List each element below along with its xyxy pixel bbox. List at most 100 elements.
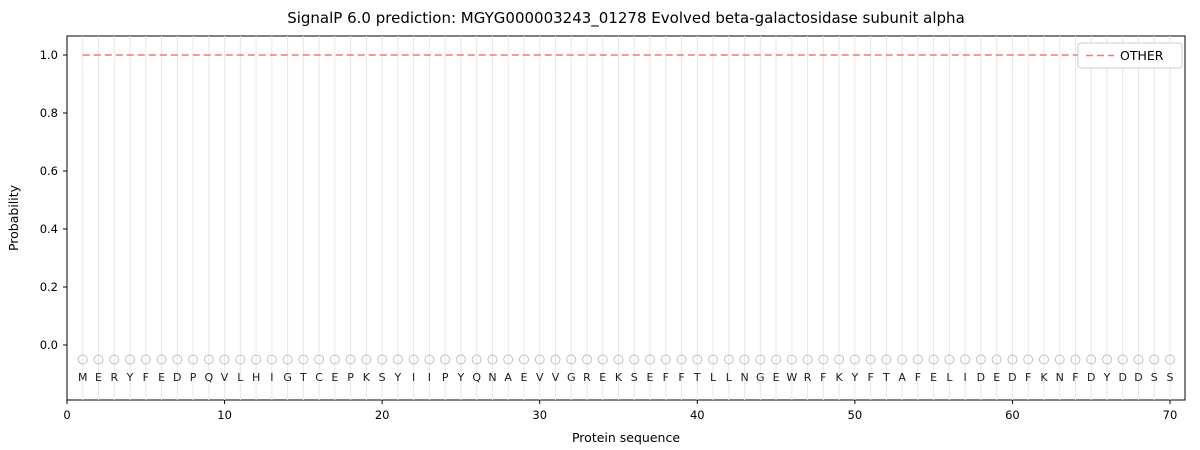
residue-marker [1133, 354, 1144, 365]
residue-marker [581, 354, 592, 365]
residue-marker [345, 354, 356, 365]
residue-marker [361, 354, 372, 365]
residue-marker [1007, 354, 1018, 365]
residue-marker [975, 354, 986, 365]
y-tick-label: 0.0 [40, 338, 58, 352]
residue-letter: S [1151, 371, 1158, 384]
residue-marker [818, 354, 829, 365]
residue-letter: Y [394, 371, 402, 384]
residue-letter: E [520, 371, 527, 384]
residue-marker [219, 354, 230, 365]
residue-letter: D [1118, 371, 1126, 384]
residue-marker [534, 354, 545, 365]
residue-letter: M [78, 371, 88, 384]
residue-letter: D [1008, 371, 1016, 384]
residue-marker [676, 354, 687, 365]
residue-marker [329, 354, 340, 365]
residue-letter: C [315, 371, 323, 384]
residue-letter: A [504, 371, 512, 384]
residue-markers-group [77, 354, 1175, 365]
residue-marker [77, 354, 88, 365]
x-tick-label: 40 [690, 408, 705, 422]
residue-letter: L [237, 371, 244, 384]
residue-marker [897, 354, 908, 365]
residue-letter: F [915, 371, 921, 384]
residue-marker [629, 354, 640, 365]
residue-letter: Q [204, 371, 213, 384]
residue-letter: R [583, 371, 591, 384]
residue-letter: G [283, 371, 292, 384]
residue-letter: K [615, 371, 623, 384]
residue-letter: I [964, 371, 967, 384]
residue-marker [314, 354, 325, 365]
residue-letter: F [1025, 371, 1031, 384]
y-tick-label: 1.0 [40, 48, 58, 62]
legend-box [1077, 42, 1183, 69]
residue-marker [802, 354, 813, 365]
chart-title: SignalP 6.0 prediction: MGYG000003243_01… [287, 9, 965, 28]
residue-letter: E [158, 371, 165, 384]
residue-letter: T [299, 371, 307, 384]
residue-letter: Y [1103, 371, 1111, 384]
residue-letter: W [786, 371, 797, 384]
residue-marker [503, 354, 514, 365]
residue-letter: I [270, 371, 273, 384]
residue-marker [708, 354, 719, 365]
legend: OTHER [1077, 42, 1183, 69]
residue-marker [739, 354, 750, 365]
residue-letter: G [567, 371, 576, 384]
gridlines-group [82, 36, 1171, 400]
residue-marker [235, 354, 246, 365]
y-axis-label: Probability [6, 184, 21, 251]
residue-marker [125, 354, 136, 365]
residue-marker [518, 354, 529, 365]
residue-marker [881, 354, 892, 365]
residue-marker [298, 354, 309, 365]
residue-marker [912, 354, 923, 365]
residue-marker [550, 354, 561, 365]
residue-marker [203, 354, 214, 365]
x-axis-label: Protein sequence [572, 430, 680, 445]
residue-letter: S [1167, 371, 1174, 384]
residue-marker [1086, 354, 1097, 365]
residue-marker [109, 354, 120, 365]
residue-letter: L [726, 371, 733, 384]
residue-letter: L [946, 371, 953, 384]
residue-letter: E [647, 371, 654, 384]
residue-marker [771, 354, 782, 365]
residue-letter: E [599, 371, 606, 384]
residue-marker [156, 354, 167, 365]
residue-letter: P [442, 371, 449, 384]
residue-marker [786, 354, 797, 365]
residue-marker [408, 354, 419, 365]
residue-letter: D [1087, 371, 1095, 384]
residue-letter: T [693, 371, 701, 384]
residue-letter: I [412, 371, 415, 384]
residue-letter: T [882, 371, 890, 384]
residue-letter: K [363, 371, 371, 384]
residue-marker [251, 354, 262, 365]
residue-letter: E [930, 371, 937, 384]
residue-marker [1165, 354, 1175, 365]
residue-letter: L [710, 371, 717, 384]
residue-letter: E [773, 371, 780, 384]
residue-letter: N [740, 371, 748, 384]
residue-letter: V [552, 371, 560, 384]
residue-marker [377, 354, 388, 365]
y-tick-label: 0.6 [40, 164, 58, 178]
residue-marker [597, 354, 608, 365]
residue-letter: D [977, 371, 985, 384]
residue-letter: R [110, 371, 118, 384]
residue-letter: E [331, 371, 338, 384]
residue-marker [424, 354, 435, 365]
plot-border [66, 35, 1186, 401]
residue-marker [1038, 354, 1049, 365]
x-tick-label: 70 [1163, 408, 1178, 422]
residue-marker [1101, 354, 1112, 365]
residue-marker [960, 354, 971, 365]
residue-letter: N [1056, 371, 1064, 384]
x-tick-label: 30 [532, 408, 547, 422]
residue-marker [755, 354, 766, 365]
residue-letter: K [835, 371, 843, 384]
residue-marker [1023, 354, 1034, 365]
